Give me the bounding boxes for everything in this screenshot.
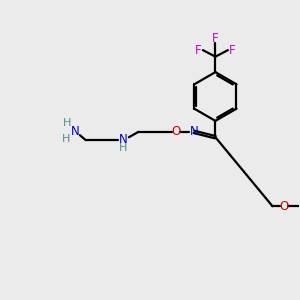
- Text: H: H: [63, 118, 72, 128]
- Text: F: F: [212, 32, 219, 45]
- Text: O: O: [172, 125, 181, 138]
- Text: N: N: [71, 125, 80, 138]
- Text: H: H: [61, 134, 70, 144]
- Text: N: N: [190, 125, 198, 138]
- Text: H: H: [118, 143, 127, 153]
- Text: N: N: [119, 133, 128, 146]
- Text: O: O: [280, 200, 289, 213]
- Text: F: F: [195, 44, 202, 57]
- Text: F: F: [229, 44, 236, 57]
